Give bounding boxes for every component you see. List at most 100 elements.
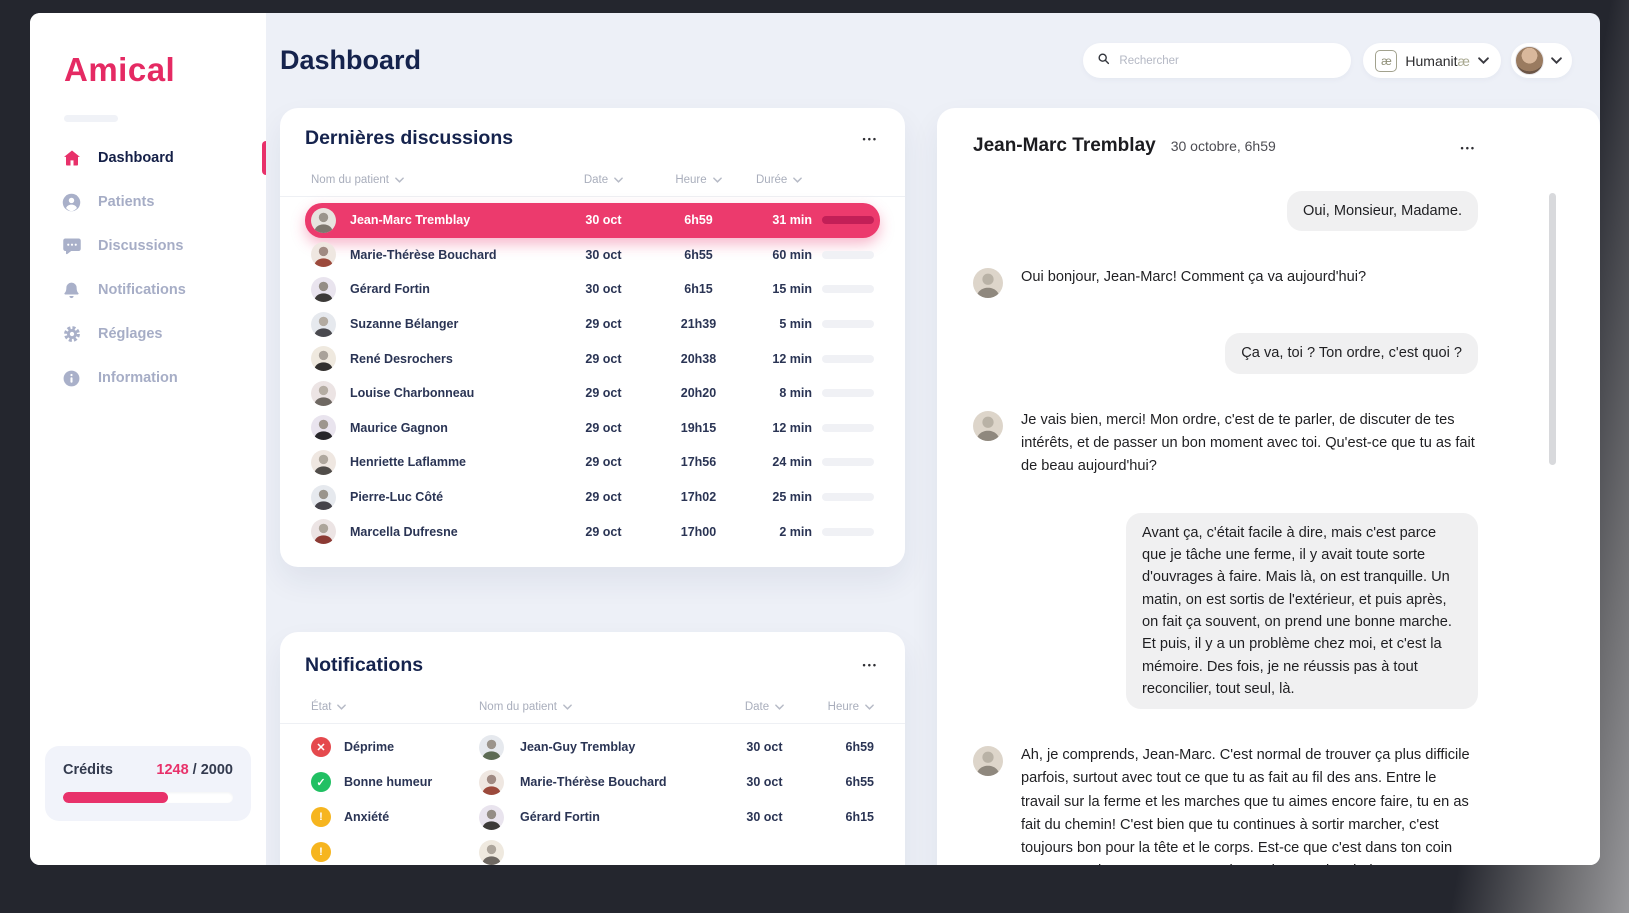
chat-icon bbox=[61, 236, 82, 257]
duration-label: 24 min bbox=[772, 455, 812, 470]
column-header-duree[interactable]: Durée bbox=[746, 174, 874, 186]
message-text: Je vais bien, merci! Mon ordre, c'est de… bbox=[1021, 411, 1475, 474]
duration-bar bbox=[822, 354, 874, 363]
credits-total: 2000 bbox=[200, 762, 233, 778]
table-row[interactable]: Jean-Marc Tremblay 30 oct 6h59 31 min bbox=[305, 203, 880, 238]
chat-datetime: 30 octobre, 6h59 bbox=[1170, 138, 1276, 154]
avatar bbox=[479, 769, 504, 795]
sidebar-item-label: Dashboard bbox=[98, 150, 174, 166]
status-warning-icon: ! bbox=[311, 807, 331, 828]
discussion-time: 19h15 bbox=[680, 420, 717, 435]
chat-header: Jean-Marc Tremblay 30 octobre, 6h59 ••• bbox=[937, 135, 1600, 157]
table-row[interactable]: Suzanne Bélanger 29 oct 21h39 5 min bbox=[305, 307, 880, 342]
notifications-column-headers: État Nom du patient Date Heure bbox=[305, 701, 880, 713]
discussion-date: 29 oct bbox=[585, 490, 622, 505]
page-title: Dashboard bbox=[280, 45, 422, 75]
user-menu[interactable] bbox=[1511, 43, 1572, 78]
chat-messages: Oui, Monsieur, Madame. Oui bonjour, Jean… bbox=[937, 157, 1600, 865]
column-header-etat[interactable]: État bbox=[311, 701, 479, 713]
table-row[interactable]: René Desrochers 29 oct 20h38 12 min bbox=[305, 341, 880, 376]
table-row[interactable]: Marcella Dufresne 29 oct 17h00 2 min bbox=[305, 514, 880, 549]
chat-menu-button[interactable]: ••• bbox=[1460, 143, 1476, 153]
message-patient: Avant ça, c'était facile à dire, mais c'… bbox=[973, 512, 1478, 710]
discussion-time: 6h15 bbox=[684, 282, 713, 297]
bell-icon bbox=[61, 280, 82, 301]
table-row[interactable]: ✕ Déprime Jean-Guy Tremblay 30 oct 6h59 bbox=[305, 730, 880, 765]
chevron-down-icon bbox=[1478, 57, 1489, 64]
assistant-avatar bbox=[973, 268, 1003, 299]
discussion-date: 30 oct bbox=[585, 282, 622, 297]
table-row[interactable]: Maurice Gagnon 29 oct 19h15 12 min bbox=[305, 411, 880, 446]
search-input[interactable] bbox=[1119, 54, 1338, 67]
discussion-date: 29 oct bbox=[585, 455, 622, 470]
message-bubble: Ça va, toi ? Ton ordre, c'est quoi ? bbox=[1225, 333, 1478, 374]
column-header-nom[interactable]: Nom du patient bbox=[311, 174, 556, 186]
left-column: Dernières discussions ••• Nom du patient… bbox=[280, 108, 905, 865]
duration-bar bbox=[822, 320, 874, 329]
assistant-avatar bbox=[973, 410, 1003, 441]
gear-icon bbox=[61, 324, 82, 345]
table-row[interactable]: Gérard Fortin 30 oct 6h15 15 min bbox=[305, 272, 880, 307]
column-header-heure[interactable]: Heure bbox=[812, 701, 874, 713]
chevron-down-icon bbox=[793, 174, 803, 186]
table-row[interactable]: Henriette Laflamme 29 oct 17h56 24 min bbox=[305, 445, 880, 480]
notifications-menu-button[interactable]: ••• bbox=[862, 660, 878, 671]
patient-name: Louise Charbonneau bbox=[350, 386, 475, 401]
sidebar-item-patients[interactable]: Patients bbox=[30, 180, 266, 224]
discussion-time: 17h02 bbox=[680, 490, 717, 505]
patient-name: Pierre-Luc Côté bbox=[350, 490, 444, 505]
credits-separator: / bbox=[188, 762, 201, 778]
message-assistant: Ah, je comprends, Jean-Marc. C'est norma… bbox=[973, 744, 1478, 865]
sidebar-item-discussions[interactable]: Discussions bbox=[30, 224, 266, 268]
sidebar-item-reglages[interactable]: Réglages bbox=[30, 312, 266, 356]
chevron-down-icon bbox=[395, 174, 404, 186]
info-icon bbox=[61, 368, 82, 389]
duration-label: 8 min bbox=[779, 386, 812, 401]
column-header-date[interactable]: Date bbox=[556, 174, 651, 186]
patient-name: Suzanne Bélanger bbox=[350, 317, 459, 332]
avatar bbox=[311, 380, 336, 406]
table-row[interactable]: Pierre-Luc Côté 29 oct 17h02 25 min bbox=[305, 480, 880, 515]
sidebar-item-notifications[interactable]: Notifications bbox=[30, 268, 266, 312]
discussion-date: 30 oct bbox=[585, 247, 622, 262]
avatar bbox=[311, 242, 336, 268]
chevron-down-icon bbox=[775, 701, 784, 713]
patient-name: Marie-Thérèse Bouchard bbox=[520, 775, 667, 790]
discussion-time: 17h00 bbox=[680, 524, 717, 539]
avatar bbox=[311, 346, 336, 372]
sidebar-item-information[interactable]: Information bbox=[30, 356, 266, 400]
credits-label: Crédits bbox=[63, 762, 113, 778]
scrollbar-thumb[interactable] bbox=[1549, 193, 1556, 465]
duration-label: 31 min bbox=[772, 213, 812, 228]
column-header-nom[interactable]: Nom du patient bbox=[479, 701, 717, 713]
table-row[interactable]: ✓ Bonne humeur Marie-Thérèse Bouchard 30 … bbox=[305, 765, 880, 800]
discussions-menu-button[interactable]: ••• bbox=[862, 133, 878, 144]
table-row[interactable]: ! Anxiété Gérard Fortin 30 oct 6h15 bbox=[305, 800, 880, 835]
search-bar[interactable] bbox=[1083, 43, 1352, 78]
column-header-heure[interactable]: Heure bbox=[651, 174, 746, 186]
org-selector[interactable]: æ Humanitæ bbox=[1363, 43, 1501, 78]
sidebar-item-label: Discussions bbox=[98, 238, 184, 254]
duration-label: 12 min bbox=[772, 420, 812, 435]
org-logo-icon: æ bbox=[1375, 49, 1398, 72]
notification-date: 30 oct bbox=[746, 740, 783, 755]
patient-name: Marcella Dufresne bbox=[350, 524, 458, 539]
discussion-date: 29 oct bbox=[585, 386, 622, 401]
duration-bar bbox=[822, 389, 874, 398]
assistant-avatar bbox=[973, 746, 1003, 777]
patient-name: Marie-Thérèse Bouchard bbox=[350, 247, 497, 262]
message-assistant: Oui bonjour, Jean-Marc! Comment ça va au… bbox=[973, 266, 1478, 299]
table-row[interactable]: Marie-Thérèse Bouchard 30 oct 6h55 60 mi… bbox=[305, 238, 880, 273]
discussion-time: 20h20 bbox=[680, 386, 717, 401]
divider bbox=[280, 196, 905, 197]
sidebar-item-dashboard[interactable]: Dashboard bbox=[30, 136, 266, 180]
column-header-date[interactable]: Date bbox=[717, 701, 812, 713]
table-row[interactable]: Louise Charbonneau 29 oct 20h20 8 min bbox=[305, 376, 880, 411]
user-icon bbox=[61, 192, 82, 213]
discussions-title: Dernières discussions bbox=[305, 127, 514, 149]
message-text: Oui bonjour, Jean-Marc! Comment ça va au… bbox=[1021, 269, 1367, 286]
discussion-time: 20h38 bbox=[680, 351, 717, 366]
discussion-time: 6h55 bbox=[684, 247, 713, 262]
search-icon bbox=[1097, 52, 1110, 70]
table-row[interactable]: ! bbox=[305, 835, 880, 865]
